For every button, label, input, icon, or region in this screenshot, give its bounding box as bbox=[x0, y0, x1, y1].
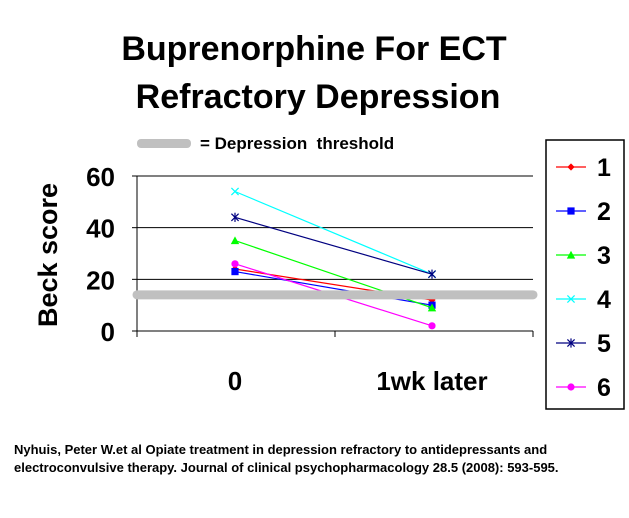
legend-label-6: 6 bbox=[597, 374, 611, 402]
legend-label-2: 2 bbox=[597, 198, 611, 226]
legend-label-1: 1 bbox=[597, 154, 611, 182]
data-point-series-6-1 bbox=[428, 322, 436, 330]
y-tick-label: 20 bbox=[86, 265, 115, 295]
series-line-2 bbox=[234, 270, 433, 306]
legend-marker-4 bbox=[566, 294, 576, 304]
legend-label-4: 4 bbox=[597, 286, 611, 314]
data-point-series-3-0 bbox=[230, 236, 240, 245]
legend-marker-1 bbox=[567, 163, 575, 171]
data-point-series-4-0 bbox=[230, 187, 240, 196]
citation: Nyhuis, Peter W.et al Opiate treatment i… bbox=[14, 442, 559, 475]
legend: 1 2 3 4 5 6 bbox=[545, 139, 625, 410]
y-tick-label: 0 bbox=[101, 317, 115, 347]
slide-title-line1: Buprenorphine For ECT bbox=[121, 30, 507, 68]
y-tick-label: 40 bbox=[86, 214, 115, 244]
series-line-4 bbox=[234, 190, 433, 275]
y-tick-label: 60 bbox=[86, 162, 115, 192]
legend-marker-6 bbox=[567, 383, 575, 391]
data-point-series-6-0 bbox=[231, 260, 239, 268]
data-point-series-3-1 bbox=[427, 303, 437, 312]
data-point-series-5-1 bbox=[427, 269, 437, 279]
legend-marker-5 bbox=[566, 338, 576, 348]
x-tick-label: 0 bbox=[228, 366, 242, 396]
y-axis-label: Beck score bbox=[33, 183, 63, 327]
data-point-series-5-0 bbox=[230, 212, 240, 222]
data-point-series-2-0 bbox=[231, 267, 239, 276]
x-tick-label: 1wk later bbox=[376, 366, 487, 396]
legend-box bbox=[545, 139, 625, 410]
slide-title-line2: Refractory Depression bbox=[136, 78, 501, 116]
legend-label-3: 3 bbox=[597, 242, 611, 270]
plot-area: 0 20 40 60 0 1wk later bbox=[86, 162, 538, 396]
legend-marker-3 bbox=[566, 250, 576, 259]
threshold-key-swatch bbox=[137, 139, 191, 148]
legend-label-5: 5 bbox=[597, 330, 611, 358]
legend-marker-2 bbox=[567, 207, 575, 215]
series-line-5 bbox=[234, 216, 433, 275]
threshold-key-label: = Depression threshold bbox=[200, 134, 394, 153]
